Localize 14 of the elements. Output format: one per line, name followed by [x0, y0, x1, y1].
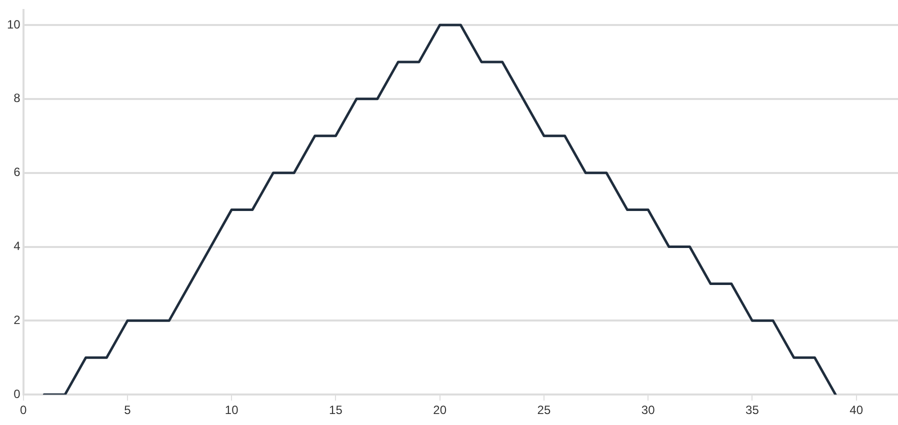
y-tick-label: 8 [14, 91, 21, 106]
y-tick-label: 6 [14, 165, 21, 180]
x-tick-label: 35 [746, 403, 760, 418]
y-tick-label: 10 [6, 17, 21, 32]
x-tick-label: 40 [850, 403, 864, 418]
x-tick-label: 5 [124, 403, 132, 418]
x-tick-label: 25 [537, 403, 551, 418]
y-tick-label: 0 [14, 386, 21, 401]
x-tick-label: 10 [224, 403, 239, 418]
x-tick-label: 20 [433, 403, 447, 418]
x-tick-label: 15 [329, 403, 343, 418]
x-tick-label: 30 [641, 403, 656, 418]
y-tick-label: 4 [14, 239, 21, 254]
y-tick-label: 2 [14, 312, 21, 327]
